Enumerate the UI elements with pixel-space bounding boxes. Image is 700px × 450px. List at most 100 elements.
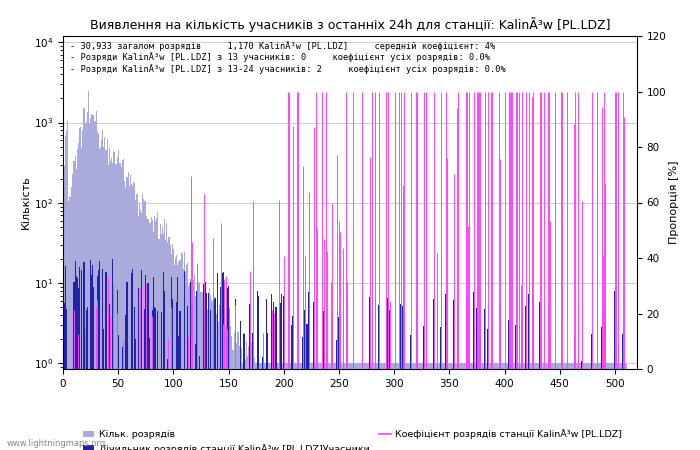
Bar	[190, 279, 192, 450]
Bar	[190, 283, 192, 450]
Bar	[142, 194, 143, 450]
Bar	[134, 306, 135, 450]
Bar	[194, 274, 195, 450]
Bar	[391, 363, 393, 450]
Bar	[158, 238, 160, 450]
Bar	[612, 363, 613, 450]
Bar	[377, 363, 378, 450]
Bar	[398, 363, 399, 450]
Bar	[588, 363, 589, 450]
Bar	[256, 363, 257, 450]
Bar	[554, 363, 555, 450]
Bar	[96, 354, 97, 450]
Bar	[197, 295, 198, 450]
Bar	[75, 156, 76, 450]
Bar	[324, 363, 326, 450]
Bar	[211, 301, 213, 450]
Bar	[66, 131, 67, 450]
Bar	[409, 363, 410, 450]
Bar	[172, 299, 173, 450]
Bar	[74, 162, 75, 450]
Bar	[439, 363, 440, 450]
Bar	[462, 363, 463, 450]
Bar	[416, 331, 418, 450]
Bar	[347, 363, 349, 450]
Bar	[431, 363, 432, 450]
Bar	[470, 363, 471, 450]
Bar	[514, 363, 515, 450]
Bar	[110, 334, 111, 450]
Bar	[263, 363, 265, 450]
Title: Виявлення на кількість учасників з останніх 24h для станції: KalinÃ³w [PL.LDZ]: Виявлення на кількість учасників з остан…	[90, 17, 610, 32]
Bar	[604, 363, 606, 450]
Bar	[445, 294, 447, 450]
Bar	[315, 363, 316, 450]
Bar	[272, 363, 273, 450]
Bar	[135, 339, 136, 450]
Bar	[447, 321, 448, 450]
Bar	[215, 314, 216, 450]
Bar	[229, 325, 230, 450]
Bar	[602, 363, 603, 450]
Bar	[484, 309, 485, 450]
Bar	[204, 312, 205, 450]
Bar	[422, 363, 423, 450]
Bar	[302, 363, 303, 450]
Bar	[389, 310, 391, 450]
Bar	[326, 352, 328, 450]
Bar	[383, 363, 384, 450]
Bar	[183, 270, 184, 450]
Bar	[508, 363, 510, 450]
Bar	[148, 338, 150, 450]
Bar	[617, 363, 619, 450]
Bar	[200, 292, 202, 450]
Bar	[322, 363, 323, 450]
Bar	[445, 363, 447, 450]
Bar	[176, 255, 177, 450]
Bar	[376, 363, 377, 450]
Bar	[260, 363, 261, 450]
Bar	[491, 332, 492, 450]
Bar	[140, 210, 141, 450]
Bar	[131, 273, 132, 450]
Bar	[542, 363, 543, 450]
Bar	[93, 287, 95, 450]
Bar	[623, 327, 624, 450]
Bar	[169, 244, 171, 450]
Bar	[437, 300, 438, 450]
Bar	[581, 360, 582, 450]
Bar	[334, 363, 335, 450]
Y-axis label: Пропорція [%]: Пропорція [%]	[669, 161, 679, 244]
Bar	[458, 363, 460, 450]
Bar	[359, 363, 360, 450]
Bar	[484, 363, 485, 450]
Bar	[477, 334, 479, 450]
Bar	[83, 262, 85, 450]
Bar	[206, 297, 207, 450]
Bar	[321, 363, 322, 450]
Bar	[429, 363, 430, 450]
Bar	[435, 363, 437, 450]
Bar	[362, 295, 363, 450]
Bar	[550, 363, 552, 450]
Bar	[522, 312, 523, 450]
Bar	[81, 270, 83, 450]
Bar	[293, 363, 294, 450]
Bar	[451, 363, 452, 450]
Bar	[343, 363, 344, 450]
Bar	[98, 134, 99, 450]
Bar	[448, 363, 449, 450]
Bar	[64, 266, 66, 450]
Bar	[156, 218, 158, 450]
Bar	[120, 163, 121, 450]
Bar	[248, 346, 249, 450]
Bar	[453, 300, 454, 450]
Bar	[521, 363, 522, 450]
Bar	[250, 354, 251, 450]
Bar	[178, 262, 179, 450]
Bar	[174, 266, 175, 450]
Bar	[163, 272, 164, 450]
Bar	[143, 199, 144, 450]
Bar	[278, 363, 279, 450]
Bar	[301, 363, 302, 450]
